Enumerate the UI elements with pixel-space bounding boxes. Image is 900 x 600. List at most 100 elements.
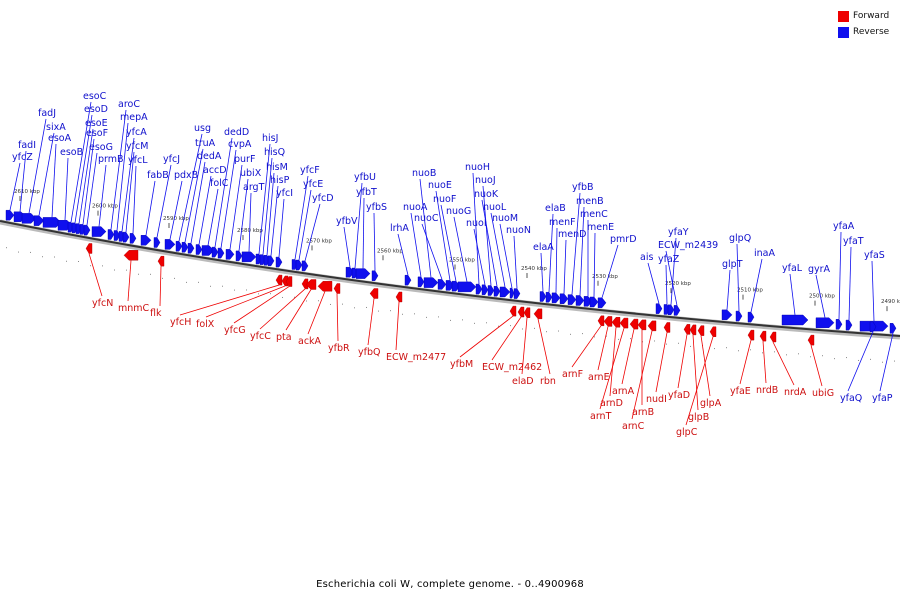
reverse-gene-leader (473, 228, 486, 285)
reverse-gene-trua: truA (181, 138, 216, 253)
reverse-gene-yfcz: yfcZ (5, 152, 33, 221)
reverse-gene-label: esoE (85, 118, 108, 129)
reverse-gene-nuob: nuoB (412, 168, 439, 288)
forward-gene-leader (609, 327, 617, 397)
baseline-dot (114, 269, 115, 271)
reverse-gene-nuok: nuoK (474, 189, 501, 297)
reverse-gene-leader (571, 192, 581, 295)
reverse-gene-leader (145, 180, 156, 236)
forward-gene-rbn: rbn (533, 308, 556, 387)
reverse-gene-glpq: glpQ (729, 233, 751, 322)
forward-gene-arrow (369, 288, 379, 299)
reverse-gene-label: yfaQ (840, 393, 862, 404)
reverse-gene-label: gyrA (808, 264, 831, 275)
baseline-dot (450, 319, 451, 321)
baseline-dot (30, 251, 31, 253)
baseline-dot (474, 322, 475, 324)
reverse-gene-arrow (21, 213, 37, 224)
forward-gene-label: nudI (646, 394, 667, 405)
forward-gene-leader (127, 260, 132, 302)
forward-gene-label: ECW_m2477 (386, 352, 446, 363)
reverse-gene-leader (229, 164, 243, 250)
forward-gene-arrow (509, 305, 517, 317)
reverse-gene-arrow (551, 292, 561, 304)
baseline-dot (882, 361, 883, 363)
reverse-gene-yfaq: yfaQ (840, 321, 877, 404)
baseline-dot (438, 316, 439, 318)
reverse-gene-leader (64, 157, 69, 221)
baseline-dot (246, 289, 247, 291)
reverse-gene-nuoh: nuoH (465, 162, 490, 295)
reverse-gene-leader (481, 199, 498, 287)
reverse-gene-label: fadI (18, 140, 36, 151)
reverse-gene-menf: menF (549, 217, 576, 304)
forward-gene-yfch: yfcH (170, 274, 283, 328)
reverse-gene-leader (665, 250, 678, 306)
forward-gene-leader (677, 334, 688, 389)
reverse-gene-leader (169, 180, 183, 240)
reverse-gene-label: dedA (197, 151, 222, 162)
reverse-gene-label: esoB (60, 147, 83, 158)
reverse-gene-arrow (122, 231, 130, 243)
forward-gene-arnf: arnF (562, 315, 605, 380)
baseline-dot (354, 307, 355, 309)
baseline-dot (54, 256, 55, 258)
forward-gene-arnb: arnB (632, 319, 654, 418)
reverse-gene-leader (184, 148, 204, 243)
forward-gene-folx: folX (196, 275, 289, 330)
forward-gene-label: yfcH (170, 317, 191, 328)
reverse-gene-label: hisP (270, 175, 290, 186)
scale-tick-label: 2560 kbp (377, 248, 403, 254)
baseline-dot (390, 310, 391, 312)
reverse-gene-leader (82, 138, 95, 225)
reverse-gene-leader (98, 164, 107, 227)
baseline-dot (366, 306, 367, 308)
reverse-gene-nuoc: nuoC (414, 213, 447, 290)
reverse-gene-yfay: yfaY (667, 227, 689, 316)
scale-tick-label: 2590 kbp (163, 216, 189, 222)
forward-gene-arrow (285, 276, 293, 287)
reverse-gene-leader (670, 237, 677, 305)
reverse-gene-label: yfaT (843, 236, 864, 247)
reverse-gene-leader (238, 178, 249, 251)
forward-gene-label: mnmC (118, 303, 150, 314)
forward-gene-arrow (123, 250, 139, 261)
baseline-dot (894, 360, 895, 362)
reverse-gene-leader (848, 246, 852, 321)
reverse-gene-arrow (113, 230, 121, 241)
reverse-gene-label: hisQ (264, 147, 285, 158)
reverse-gene-leader (601, 244, 619, 298)
reverse-gene-label: nuoG (446, 206, 471, 217)
baseline-dot (210, 285, 211, 287)
reverse-gene-arrow (481, 284, 489, 296)
forward-gene-arrow (157, 255, 165, 267)
reverse-gene-leader (593, 232, 596, 297)
reverse-gene-accd: accD (195, 165, 227, 255)
reverse-gene-label: glpQ (729, 233, 751, 244)
reverse-gene-yfcd: yfcD (301, 193, 334, 272)
reverse-gene-label: nuoI (466, 218, 487, 229)
reverse-gene-label: mepA (120, 112, 148, 123)
reverse-gene-leader (220, 149, 237, 249)
baseline-dot (558, 330, 559, 332)
forward-gene-leader (459, 315, 514, 358)
reverse-gene-leader (726, 269, 731, 310)
genome-backbone (0, 220, 900, 337)
baseline-dot (174, 277, 175, 279)
reverse-gene-label: pmrD (610, 234, 637, 245)
reverse-gene-ubix: ubiX (235, 168, 262, 262)
forward-gene-arrow (747, 329, 755, 341)
reverse-gene-arrow (91, 226, 107, 237)
baseline-dot (138, 273, 139, 275)
reverse-gene-inaa: inaA (747, 248, 775, 323)
reverse-gene-leader (86, 152, 98, 226)
reverse-gene-mene: menE (587, 222, 614, 308)
baseline-dot (342, 303, 343, 305)
baseline-dot (750, 349, 751, 351)
baseline-dot (162, 277, 163, 279)
reverse-gene-purf: purF (225, 154, 255, 260)
forward-gene-label: yfbM (450, 359, 473, 370)
reverse-gene-arrow (5, 209, 15, 221)
forward-gene-arrow (637, 319, 647, 331)
